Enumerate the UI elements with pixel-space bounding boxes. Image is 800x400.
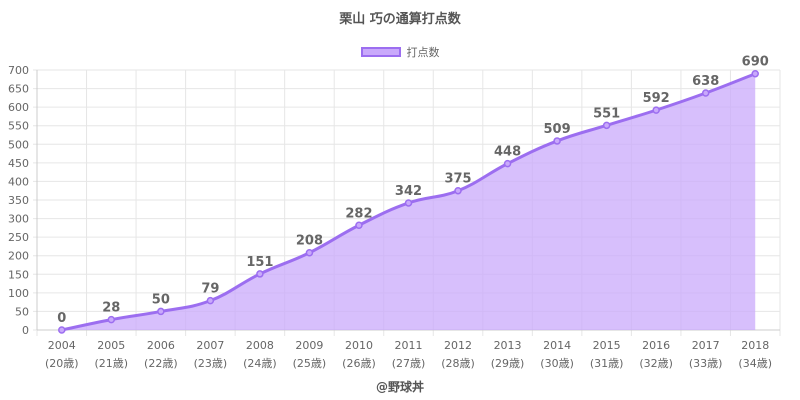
data-label: 0 bbox=[57, 311, 66, 326]
data-label: 151 bbox=[246, 255, 273, 270]
x-tick-sublabel: (23歳) bbox=[194, 357, 228, 370]
data-label: 509 bbox=[544, 122, 571, 137]
y-tick-label: 450 bbox=[8, 157, 29, 170]
data-point bbox=[256, 270, 264, 278]
data-label: 208 bbox=[296, 234, 323, 249]
series-area bbox=[61, 73, 756, 330]
footer-credit: @野球丼 bbox=[375, 380, 424, 394]
x-tick-sublabel: (31歳) bbox=[590, 357, 624, 370]
data-point bbox=[107, 315, 116, 324]
y-tick-label: 100 bbox=[8, 287, 29, 300]
data-point bbox=[553, 137, 561, 145]
x-tick-sublabel: (22歳) bbox=[144, 357, 178, 370]
x-tick-sublabel: (28歳) bbox=[441, 357, 475, 370]
x-tick-sublabel: (26歳) bbox=[342, 357, 376, 370]
x-tick-label: 2007 bbox=[196, 339, 224, 352]
data-label: 375 bbox=[444, 172, 471, 187]
x-tick-sublabel: (27歳) bbox=[392, 357, 426, 370]
x-tick-sublabel: (25歳) bbox=[293, 357, 327, 370]
data-point bbox=[652, 106, 660, 114]
x-tick-label: 2014 bbox=[543, 339, 571, 352]
y-tick-label: 600 bbox=[8, 101, 29, 114]
x-tick-label: 2016 bbox=[642, 339, 670, 352]
y-tick-label: 300 bbox=[8, 213, 29, 226]
data-label: 551 bbox=[593, 106, 620, 121]
data-label: 638 bbox=[692, 74, 719, 89]
data-point bbox=[602, 121, 611, 130]
y-tick-label: 700 bbox=[8, 64, 29, 77]
data-label: 592 bbox=[643, 91, 670, 106]
data-point bbox=[454, 186, 462, 195]
y-tick-label: 650 bbox=[8, 83, 29, 96]
x-tick-label: 2010 bbox=[345, 339, 373, 352]
y-tick-label: 50 bbox=[15, 305, 29, 318]
y-tick-label: 500 bbox=[8, 138, 29, 151]
x-tick-label: 2011 bbox=[395, 339, 423, 352]
data-label: 28 bbox=[102, 301, 120, 316]
data-point bbox=[355, 221, 363, 230]
legend-swatch bbox=[360, 47, 401, 57]
data-label: 50 bbox=[152, 292, 170, 307]
x-tick-label: 2013 bbox=[494, 339, 522, 352]
data-point bbox=[58, 326, 66, 334]
x-tick-sublabel: (21歳) bbox=[95, 357, 129, 370]
x-tick-label: 2004 bbox=[48, 339, 76, 352]
chart-title: 栗山 巧の通算打点数 bbox=[339, 12, 461, 27]
legend-label: 打点数 bbox=[406, 46, 440, 59]
x-tick-label: 2018 bbox=[741, 339, 769, 352]
x-tick-sublabel: (24歳) bbox=[243, 357, 277, 370]
y-tick-label: 0 bbox=[22, 324, 29, 337]
data-point bbox=[404, 199, 413, 207]
x-tick-sublabel: (33歳) bbox=[689, 357, 723, 370]
x-tick-sublabel: (34歳) bbox=[738, 357, 772, 370]
x-tick-label: 2008 bbox=[246, 339, 274, 352]
data-point bbox=[305, 248, 314, 257]
x-tick-sublabel: (20歳) bbox=[45, 357, 79, 370]
data-label: 282 bbox=[345, 206, 372, 221]
legend: 打点数 bbox=[0, 44, 800, 60]
x-tick-label: 2012 bbox=[444, 339, 472, 352]
x-tick-label: 2006 bbox=[147, 339, 175, 352]
x-tick-label: 2015 bbox=[593, 339, 621, 352]
data-point bbox=[206, 296, 215, 305]
x-tick-sublabel: (32歳) bbox=[639, 357, 673, 370]
x-tick-sublabel: (29歳) bbox=[491, 357, 525, 370]
y-tick-label: 200 bbox=[8, 250, 29, 263]
y-tick-label: 250 bbox=[8, 231, 29, 244]
x-tick-sublabel: (30歳) bbox=[540, 357, 574, 370]
data-point bbox=[157, 307, 165, 316]
data-point bbox=[503, 159, 512, 168]
data-label: 79 bbox=[201, 282, 219, 297]
data-label: 448 bbox=[494, 145, 521, 160]
x-tick-label: 2009 bbox=[295, 339, 323, 352]
data-point bbox=[751, 69, 759, 78]
data-point bbox=[701, 89, 710, 97]
y-tick-label: 150 bbox=[8, 268, 29, 281]
y-tick-label: 350 bbox=[8, 194, 29, 207]
data-label: 690 bbox=[742, 55, 769, 70]
x-tick-label: 2017 bbox=[692, 339, 720, 352]
y-tick-label: 550 bbox=[8, 120, 29, 133]
y-tick-label: 400 bbox=[8, 175, 29, 188]
x-tick-label: 2005 bbox=[97, 339, 125, 352]
data-label: 342 bbox=[395, 184, 422, 199]
